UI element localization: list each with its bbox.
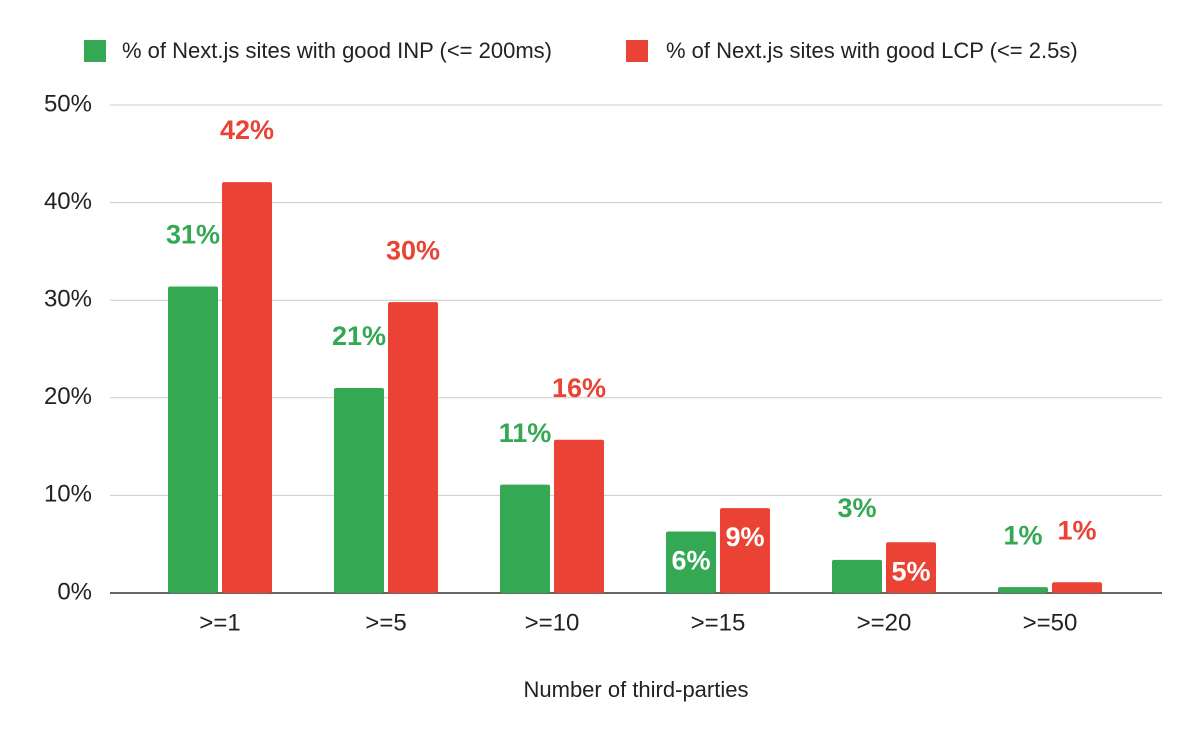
bar — [832, 559, 882, 593]
legend-swatch — [84, 40, 106, 62]
x-tick-label: >=15 — [691, 609, 746, 636]
x-axis-label: Number of third-parties — [524, 677, 749, 702]
bar — [500, 484, 550, 593]
value-label: 31% — [166, 220, 220, 250]
value-label: 42% — [220, 115, 274, 145]
value-label: 11% — [499, 418, 552, 448]
legend-swatch — [626, 40, 648, 62]
value-label: 9% — [725, 522, 764, 552]
value-label: 5% — [891, 556, 930, 586]
value-label: 6% — [671, 546, 710, 576]
y-tick-label: 0% — [57, 578, 92, 605]
x-tick-label: >=10 — [525, 609, 580, 636]
y-tick-label: 10% — [44, 481, 92, 508]
bar — [222, 182, 272, 593]
bar — [168, 286, 218, 593]
x-tick-label: >=20 — [857, 609, 912, 636]
value-label: 30% — [386, 235, 440, 265]
bar — [334, 388, 384, 593]
value-label: 16% — [552, 373, 606, 403]
bar — [388, 302, 438, 593]
value-label: 3% — [837, 493, 876, 523]
value-label: 1% — [1057, 515, 1096, 545]
y-tick-label: 30% — [44, 286, 92, 313]
y-tick-label: 20% — [44, 383, 92, 410]
x-tick-label: >=5 — [365, 609, 406, 636]
x-tick-label: >=50 — [1023, 609, 1078, 636]
value-label: 21% — [332, 321, 386, 351]
legend-label: % of Next.js sites with good INP (<= 200… — [122, 38, 552, 63]
bar — [1052, 582, 1102, 593]
value-label: 1% — [1003, 520, 1042, 550]
bar — [720, 508, 770, 593]
x-tick-label: >=1 — [199, 609, 240, 636]
y-tick-label: 50% — [44, 90, 92, 117]
bar — [554, 439, 604, 593]
legend-label: % of Next.js sites with good LCP (<= 2.5… — [666, 38, 1078, 63]
bar — [998, 587, 1048, 593]
bar — [666, 531, 716, 593]
bar — [886, 542, 936, 593]
y-tick-label: 40% — [44, 188, 92, 215]
